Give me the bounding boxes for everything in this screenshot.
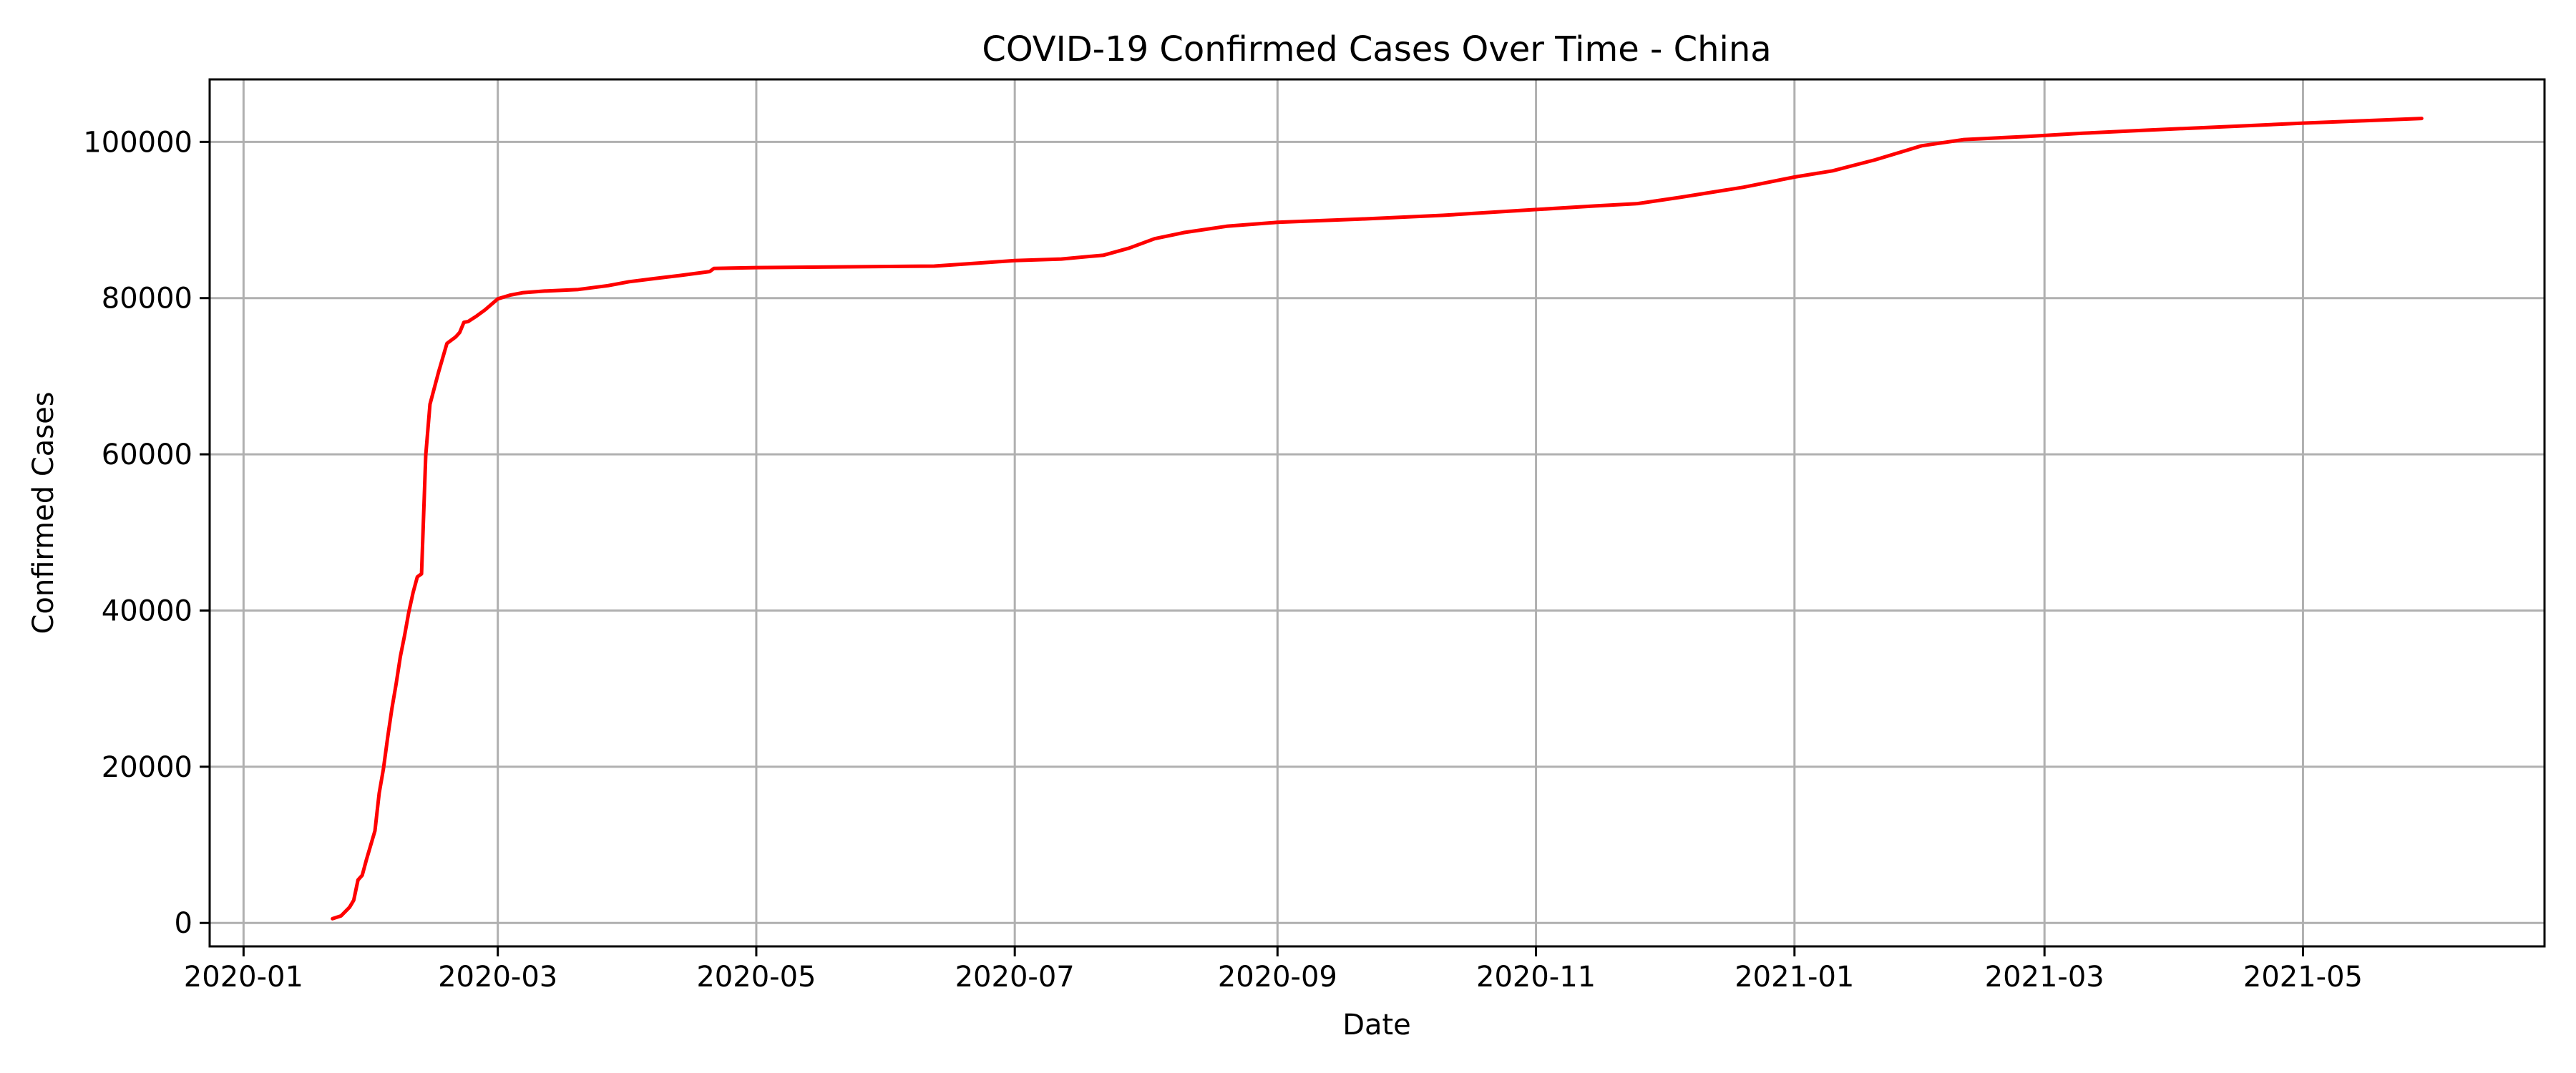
- y-axis-ticks: 0 20000 40000 60000 80000 100000: [83, 126, 210, 940]
- y-tick-label: 0: [175, 907, 192, 940]
- y-tick-label: 20000: [102, 751, 192, 784]
- x-tick-label: 2020-09: [1218, 961, 1337, 994]
- x-tick-label: 2021-03: [1985, 961, 2104, 994]
- x-tick-label: 2020-11: [1476, 961, 1596, 994]
- x-axis-ticks: 2020-01 2020-03 2020-05 2020-07 2020-09 2020-…: [184, 946, 2363, 994]
- chart-title: COVID-19 Confirmed Cases Over Time - Chi…: [982, 29, 1771, 69]
- series-layer: [331, 117, 2424, 921]
- x-tick-label: 2020-07: [955, 961, 1075, 994]
- x-tick-label: 2020-03: [438, 961, 557, 994]
- axes: [208, 78, 2546, 948]
- y-tick-label: 60000: [102, 438, 192, 471]
- x-tick-label: 2021-01: [1735, 961, 1854, 994]
- x-tick-label: 2021-05: [2243, 961, 2363, 994]
- y-tick-label: 100000: [83, 126, 192, 159]
- gridlines: [210, 79, 2545, 946]
- y-tick-label: 40000: [102, 594, 192, 627]
- x-tick-label: 2020-01: [184, 961, 303, 994]
- x-tick-label: 2020-05: [696, 961, 816, 994]
- x-axis-label: Date: [1342, 1009, 1411, 1042]
- y-axis-label: Confirmed Cases: [27, 391, 60, 634]
- y-tick-label: 80000: [102, 283, 192, 315]
- series-line: [331, 117, 2424, 921]
- plot-frame: [208, 78, 2546, 948]
